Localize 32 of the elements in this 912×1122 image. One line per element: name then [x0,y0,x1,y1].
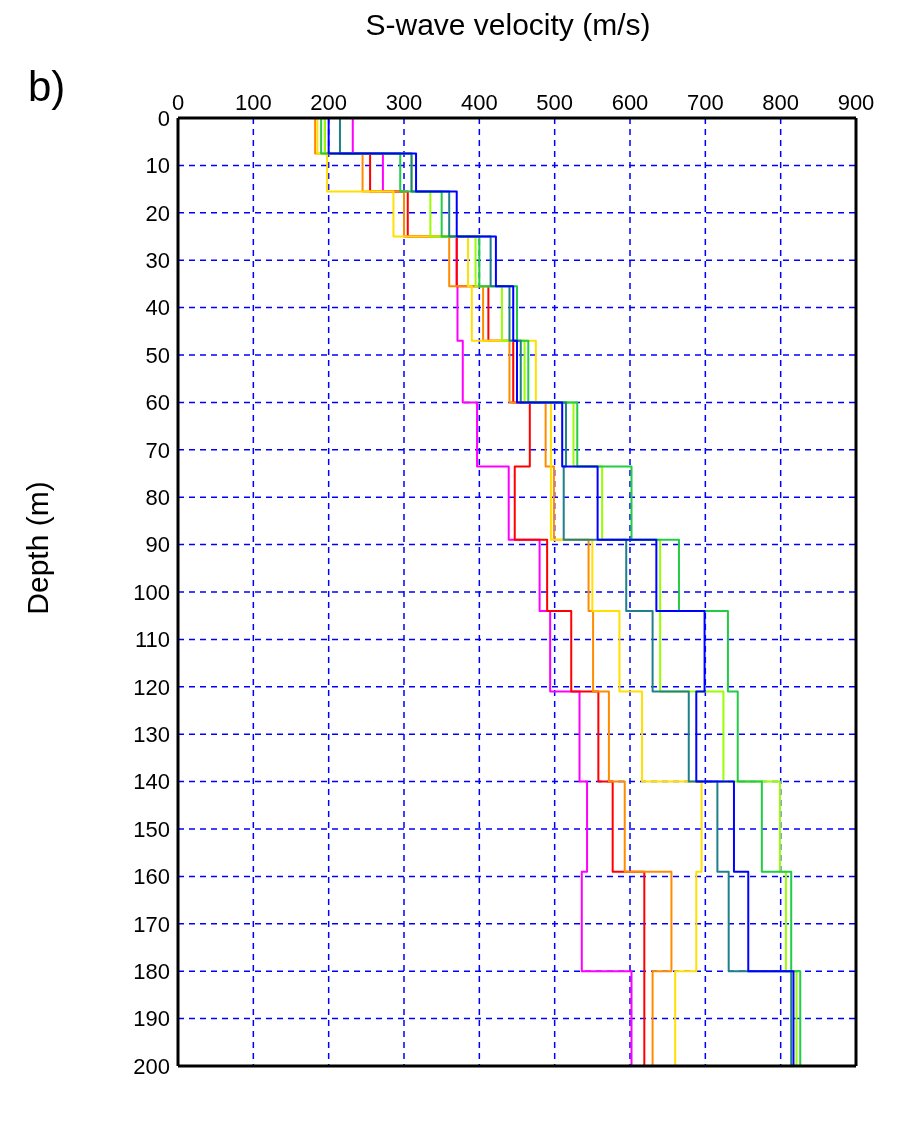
text: b) [28,63,66,111]
y-tick-label: 120 [133,674,170,700]
y-tick-label: 160 [133,864,170,890]
x-axis-title: S-wave velocity (m/s) [364,8,652,43]
y-tick-label: 20 [145,200,170,226]
y-tick-label: 80 [145,485,170,511]
y-tick-label: 90 [145,532,170,558]
y-tick-label: 40 [145,295,170,321]
x-tick-label: 700 [686,90,724,115]
y-tick-label: 130 [133,722,170,748]
y-tick-label: 30 [145,248,170,274]
x-tick-label: 900 [837,90,875,115]
x-tick-label: 400 [460,90,498,115]
x-tick-label: 300 [385,90,423,115]
y-axis-title: Depth (m) [21,481,55,615]
y-tick-label: 150 [133,816,170,842]
x-tick-label: 200 [310,90,348,115]
y-tick-label: 180 [133,959,170,985]
x-tick-label: 500 [536,90,574,115]
y-tick-label: 10 [145,153,170,179]
y-tick-label: 190 [133,1006,170,1032]
x-tick-label: 600 [611,90,649,115]
y-tick-label: 50 [145,342,170,368]
y-tick-label: 100 [133,579,170,605]
y-tick-label: 200 [133,1053,170,1079]
y-tick-label: 110 [134,627,170,653]
x-tick-label: 100 [234,90,272,115]
x-tick-label: 800 [762,90,800,115]
y-tick-label: 140 [133,769,170,795]
y-tick-label: 170 [133,911,170,937]
y-tick-label: 70 [145,437,170,463]
y-tick-label: 60 [145,390,170,416]
